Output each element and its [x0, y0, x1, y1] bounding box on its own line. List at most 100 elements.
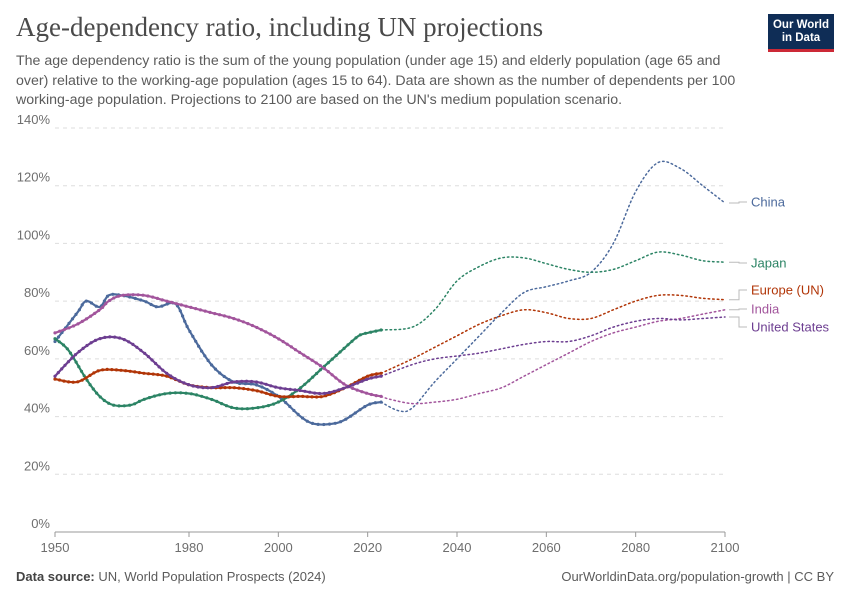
- x-tick-label: 2080: [621, 540, 650, 555]
- data-point-japan: [85, 378, 89, 382]
- data-source-text[interactable]: UN, World Population Prospects (2024): [98, 569, 326, 584]
- data-point-japan: [200, 394, 204, 398]
- data-point-japan: [346, 343, 350, 347]
- data-point-europe-un: [114, 368, 118, 372]
- data-point-united-states: [146, 355, 150, 359]
- data-point-india: [322, 367, 327, 371]
- data-point-united-states: [182, 381, 186, 385]
- series-projection-china: [380, 160, 726, 413]
- footer-link[interactable]: OurWorldinData.org/population-growth | C…: [561, 569, 834, 584]
- data-point-india: [342, 382, 346, 386]
- data-point-united-states: [360, 379, 364, 383]
- data-point-india: [84, 317, 89, 321]
- data-point-china: [191, 334, 195, 338]
- data-point-united-states: [135, 345, 139, 349]
- data-point-europe-un: [232, 386, 236, 390]
- data-point-india: [365, 391, 369, 395]
- data-point-europe-un: [228, 386, 232, 390]
- data-point-europe-un: [255, 389, 259, 393]
- data-point-china: [249, 382, 253, 386]
- data-point-europe-un: [282, 395, 286, 399]
- data-point-japan: [88, 383, 92, 387]
- data-point-united-states: [169, 374, 173, 378]
- data-point-india: [374, 394, 378, 398]
- data-point-united-states: [254, 380, 259, 384]
- data-point-united-states: [56, 371, 60, 375]
- data-point-china: [379, 400, 383, 404]
- data-point-japan: [363, 331, 368, 335]
- data-point-united-states: [154, 361, 158, 366]
- data-point-europe-un: [370, 373, 374, 377]
- data-point-united-states: [342, 386, 346, 390]
- data-point-china: [213, 367, 218, 371]
- data-point-united-states: [143, 351, 147, 355]
- data-point-japan: [194, 393, 199, 397]
- data-point-china: [270, 390, 274, 394]
- data-point-japan: [147, 396, 151, 400]
- data-point-japan: [79, 369, 84, 373]
- data-point-china: [178, 309, 182, 313]
- data-point-china: [238, 381, 242, 386]
- data-point-united-states: [298, 388, 302, 393]
- data-point-japan: [330, 357, 334, 361]
- data-point-united-states: [259, 381, 263, 385]
- data-point-united-states: [53, 374, 57, 378]
- data-point-china: [105, 294, 110, 298]
- data-point-japan: [189, 392, 193, 396]
- data-point-europe-un: [92, 371, 96, 375]
- data-point-united-states: [113, 335, 117, 339]
- data-point-india: [259, 328, 263, 332]
- data-point-united-states: [230, 380, 234, 384]
- data-point-japan: [245, 407, 249, 411]
- data-point-japan: [261, 405, 265, 409]
- data-point-united-states: [351, 383, 355, 387]
- data-point-united-states: [165, 371, 169, 375]
- data-point-india: [93, 311, 97, 315]
- data-point-japan: [374, 329, 378, 333]
- data-point-europe-un: [101, 368, 105, 372]
- owid-logo[interactable]: Our World in Data: [768, 14, 834, 52]
- data-point-china: [310, 421, 315, 425]
- data-point-united-states: [206, 386, 210, 390]
- series-label-india: India: [751, 302, 780, 317]
- data-point-china: [358, 408, 362, 412]
- data-point-europe-un: [296, 394, 300, 398]
- data-point-india: [213, 312, 217, 316]
- data-point-europe-un: [223, 386, 227, 390]
- series-projection-united-states: [380, 316, 726, 377]
- data-point-india: [76, 322, 80, 326]
- data-source: Data source: UN, World Population Prospe…: [16, 569, 326, 584]
- data-point-europe-un: [269, 393, 273, 397]
- data-point-china: [333, 421, 337, 425]
- data-point-china: [227, 378, 231, 382]
- data-point-united-states: [322, 391, 327, 395]
- data-point-united-states: [308, 390, 312, 394]
- data-point-japan: [318, 368, 322, 372]
- data-point-india: [101, 305, 105, 309]
- data-point-japan: [184, 391, 188, 395]
- data-point-europe-un: [379, 371, 383, 375]
- data-point-europe-un: [57, 378, 62, 382]
- data-point-india: [179, 303, 183, 307]
- series-projection-india: [380, 309, 726, 405]
- data-point-india: [203, 309, 207, 313]
- data-point-europe-un: [305, 395, 309, 399]
- data-point-india: [264, 330, 268, 334]
- data-point-china: [288, 404, 292, 409]
- data-point-united-states: [103, 335, 107, 339]
- data-point-europe-un: [96, 369, 100, 373]
- data-point-united-states: [269, 384, 273, 388]
- data-point-japan: [77, 365, 81, 369]
- data-point-india: [318, 364, 322, 368]
- data-point-japan: [354, 336, 358, 340]
- series-label-japan: Japan: [751, 256, 786, 271]
- data-point-india: [241, 320, 245, 324]
- data-point-europe-un: [62, 379, 66, 383]
- data-point-india: [53, 331, 57, 335]
- data-point-europe-un: [53, 377, 57, 381]
- data-point-india: [369, 392, 373, 397]
- data-point-china: [218, 371, 222, 375]
- data-point-japan: [107, 401, 111, 405]
- data-point-india: [71, 324, 76, 328]
- data-point-india: [97, 308, 101, 313]
